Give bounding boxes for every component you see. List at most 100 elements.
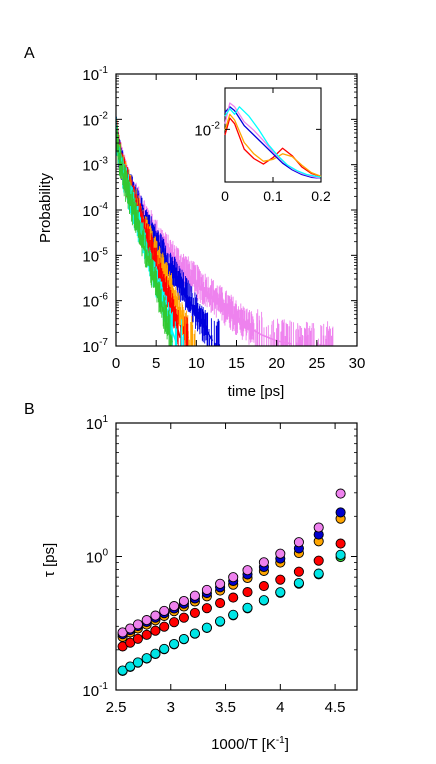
panel-a-ytick-label-4-exp: -3 bbox=[99, 156, 108, 167]
panel-a-ytick-label-6: 10-1 bbox=[82, 65, 108, 84]
panel-a-xtick-label-5: 25 bbox=[308, 355, 325, 372]
inset-ytick-label-exp: -2 bbox=[211, 120, 220, 131]
panel-a-y-label: Probability bbox=[37, 172, 54, 243]
panel-b-point-5-9 bbox=[201, 584, 212, 595]
panel-a-ytick-label-3-exp: -4 bbox=[99, 201, 108, 212]
panel-b-ytick-label-2-base: 10 bbox=[86, 416, 103, 433]
panel-b-point-1-13 bbox=[258, 595, 269, 606]
panel-b-point-1-9 bbox=[201, 622, 212, 633]
inset-series-2 bbox=[224, 106, 322, 179]
inset-xtick-label-0: 0 bbox=[221, 188, 229, 204]
panel-a-ytick-label-3-base: 10 bbox=[82, 203, 99, 220]
panel-a-ytick-label-6-base: 10 bbox=[82, 67, 99, 84]
panel-b-xtick-label-2: 3.5 bbox=[215, 699, 236, 716]
panel-b-ytick-label-0-exp: -1 bbox=[99, 681, 108, 692]
panel-a-ytick-label-5-exp: -2 bbox=[99, 110, 108, 121]
panel-b-x-label: 1000/T [K-1] bbox=[211, 735, 289, 753]
inset-series-1 bbox=[224, 113, 322, 178]
panel-b-series-1 bbox=[117, 549, 346, 676]
panel-b-point-1-3 bbox=[141, 653, 152, 664]
panel-a-label: A bbox=[24, 45, 35, 62]
panel-b-point-1-6 bbox=[169, 638, 180, 650]
panel-a-xtick-label-6: 30 bbox=[349, 355, 366, 372]
panel-a-xtick-label-2: 10 bbox=[188, 355, 205, 372]
panel-b-point-1-16 bbox=[313, 568, 324, 579]
panel-b-label: B bbox=[24, 401, 35, 418]
panel-a-series-0 bbox=[116, 111, 173, 346]
inset-xtick-label-1: 0.1 bbox=[263, 188, 283, 204]
panel-a-ytick-label-5-base: 10 bbox=[82, 112, 99, 129]
panel-b-point-1-2 bbox=[132, 657, 143, 668]
panel-b-point-2-15 bbox=[293, 566, 304, 577]
panel-b-xtick-label-0: 2.5 bbox=[106, 699, 127, 716]
panel-b-point-1-17 bbox=[335, 549, 346, 560]
panel-b-x-label-main: 1000/T [K bbox=[211, 736, 276, 753]
panel-a-ytick-label-6-exp: -1 bbox=[99, 65, 108, 76]
panel-b-point-2-14 bbox=[275, 574, 286, 585]
panel-a-ytick-label-1-exp: -6 bbox=[99, 292, 108, 303]
panel-b-y-label: τ [ps] bbox=[41, 543, 58, 577]
panel-a-ytick-label-3: 10-4 bbox=[82, 201, 108, 220]
panel-b-point-2-17 bbox=[335, 538, 346, 549]
panel-b-point-2-9 bbox=[201, 603, 212, 614]
panel-a-ytick-label-1: 10-6 bbox=[82, 292, 108, 311]
panel-b-xtick-label-4: 4.5 bbox=[325, 699, 346, 716]
panel-a-x-label: time [ps] bbox=[228, 383, 285, 400]
inset-series-4 bbox=[224, 106, 322, 178]
panel-b-point-5-11 bbox=[228, 572, 239, 583]
panel-b-point-5-7 bbox=[178, 595, 189, 607]
panel-b-point-2-10 bbox=[215, 598, 226, 609]
panel-b-x-label-sup: -1 bbox=[276, 735, 285, 746]
panel-b-point-5-14 bbox=[275, 548, 286, 559]
panel-b-point-2-7 bbox=[178, 612, 189, 623]
panel-a-ytick-label-0: 10-7 bbox=[82, 337, 108, 356]
panel-b-point-5-16 bbox=[313, 522, 324, 533]
panel-a-xtick-label-0: 0 bbox=[112, 355, 120, 372]
panel-b-point-2-4 bbox=[150, 625, 161, 636]
panel-b-ytick-label-1-base: 10 bbox=[86, 550, 103, 567]
panel-b-point-2-12 bbox=[242, 587, 253, 598]
panel-b-point-1-12 bbox=[242, 602, 253, 613]
panel-a-ytick-label-1-base: 10 bbox=[82, 294, 99, 311]
panel-b-point-2-13 bbox=[258, 581, 269, 592]
panel-b-ytick-label-1: 100 bbox=[86, 548, 109, 567]
inset-ytick-label-base: 10 bbox=[194, 122, 211, 139]
panel-a-series-group bbox=[116, 111, 334, 346]
panel-b-point-5-8 bbox=[189, 590, 200, 601]
inset-xtick-label-2: 0.2 bbox=[311, 188, 331, 204]
panel-b-ytick-label-2: 101 bbox=[86, 414, 109, 433]
panel-b-x-label-end: ] bbox=[285, 736, 289, 753]
panel-b-point-4-17 bbox=[335, 507, 346, 518]
panel-b-point-5-5 bbox=[159, 605, 170, 616]
panel-b-point-1-11 bbox=[228, 609, 239, 620]
panel-b-series-2 bbox=[117, 538, 346, 652]
panel-b-point-5-12 bbox=[242, 565, 253, 576]
inset-ytick-label: 10-2 bbox=[194, 120, 220, 139]
panel-b-point-2-11 bbox=[228, 592, 239, 603]
panel-b-point-5-1 bbox=[125, 623, 136, 634]
panel-b-point-2-3 bbox=[141, 629, 152, 640]
panel-a-ytick-label-4-base: 10 bbox=[82, 158, 99, 175]
panel-a-xtick-label-3: 15 bbox=[228, 355, 245, 372]
panel-b-point-5-10 bbox=[215, 578, 226, 589]
panel-a-ytick-label-2-base: 10 bbox=[82, 248, 99, 265]
panel-b-points-group bbox=[117, 488, 346, 676]
panel-b-point-1-1 bbox=[125, 661, 136, 672]
panel-a-xtick-label-1: 5 bbox=[152, 355, 160, 372]
panel-a-ytick-label-0-exp: -7 bbox=[99, 337, 108, 348]
panel-b-point-5-13 bbox=[258, 557, 269, 568]
panel-b-xtick-label-1: 3 bbox=[167, 699, 175, 716]
panel-b-point-5-2 bbox=[132, 619, 143, 630]
panel-b-point-1-10 bbox=[215, 616, 226, 627]
panel-b-point-1-8 bbox=[189, 628, 200, 639]
panel-b-point-1-14 bbox=[275, 587, 286, 598]
panel-a-xtick-label-4: 20 bbox=[268, 355, 285, 372]
panel-b-series-5 bbox=[117, 488, 346, 638]
panel-b-point-5-6 bbox=[169, 601, 180, 612]
panel-b-ytick-label-0: 10-1 bbox=[82, 681, 108, 700]
panel-a-ytick-label-4: 10-3 bbox=[82, 156, 108, 175]
